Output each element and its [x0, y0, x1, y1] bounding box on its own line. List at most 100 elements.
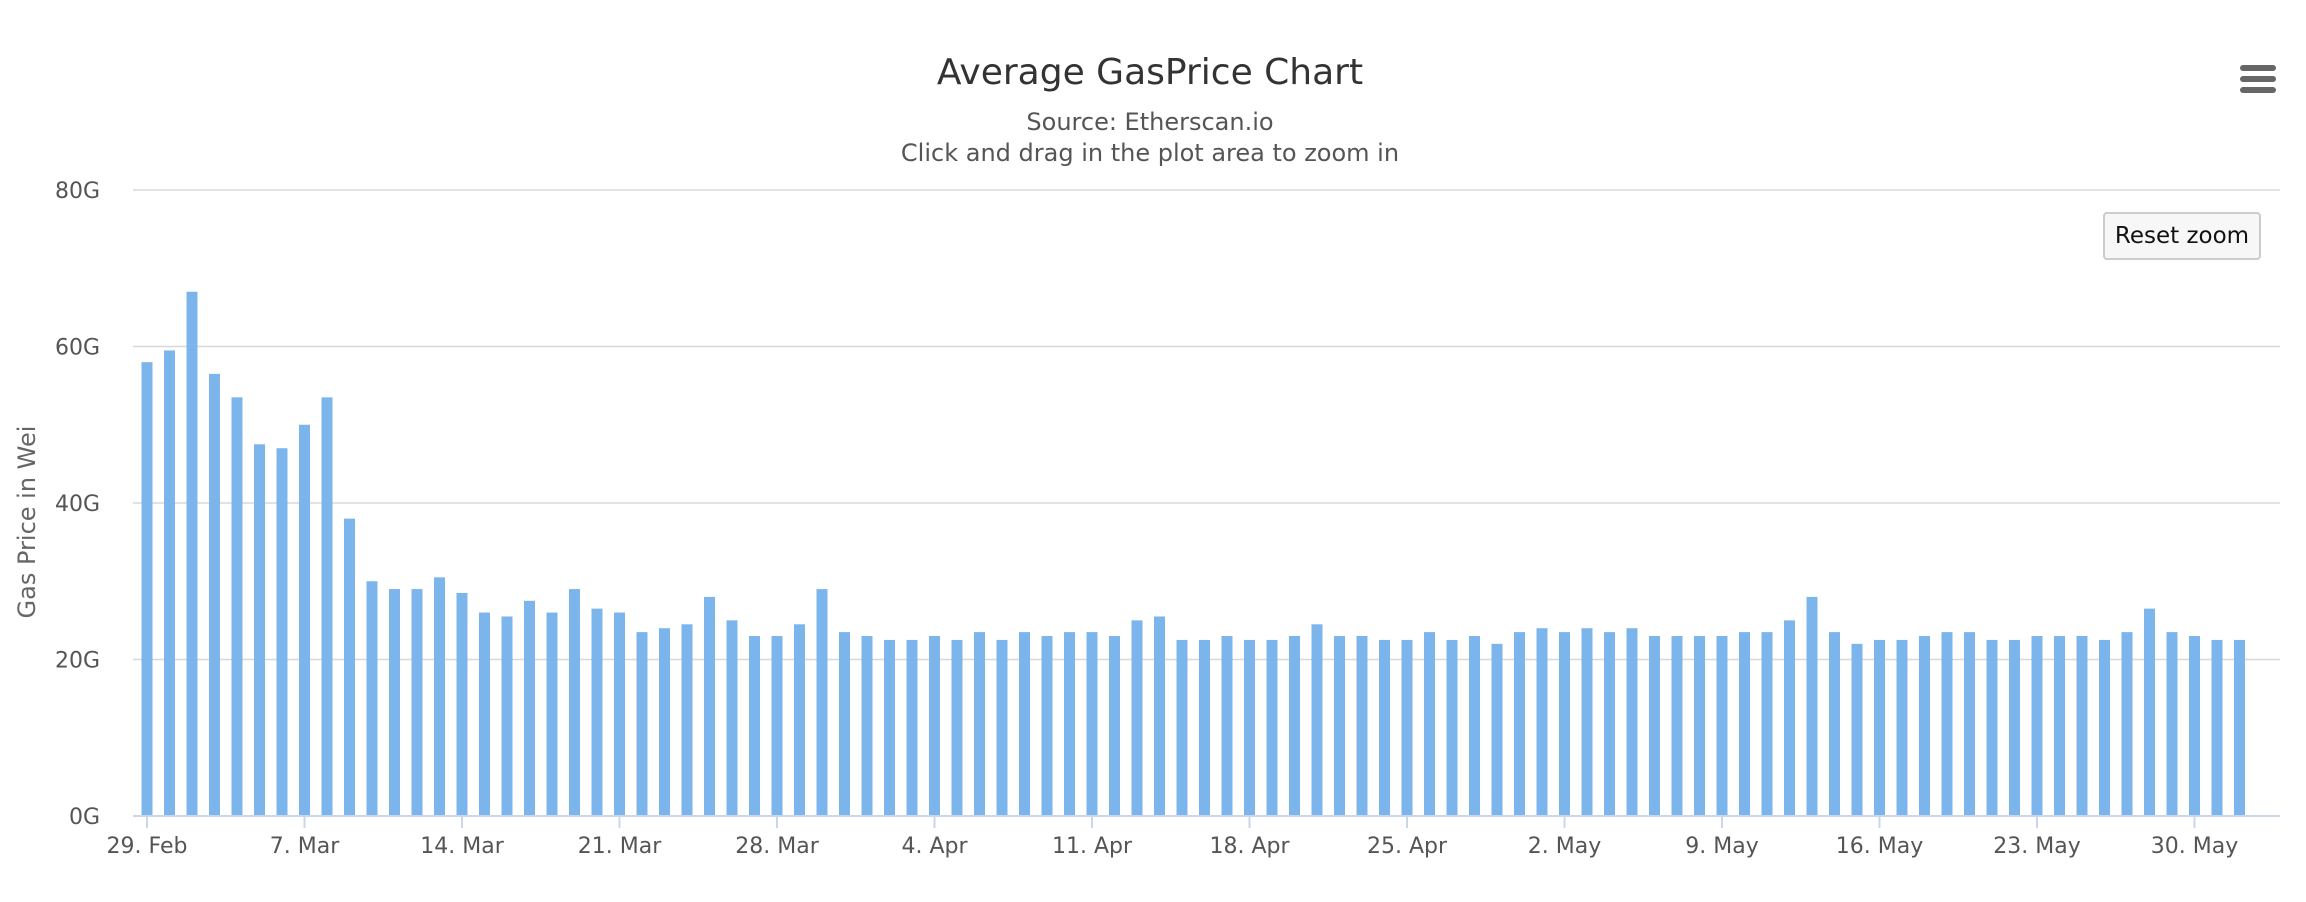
bar[interactable] — [1469, 636, 1480, 816]
bar[interactable] — [1334, 636, 1345, 816]
bar[interactable] — [1131, 620, 1143, 816]
bar[interactable] — [2031, 636, 2043, 816]
bar[interactable] — [1964, 632, 1975, 816]
bar[interactable] — [1761, 632, 1773, 816]
bar[interactable] — [299, 424, 310, 816]
bar[interactable] — [1874, 639, 1885, 816]
bar[interactable] — [1671, 636, 1683, 816]
bar[interactable] — [1604, 632, 1615, 816]
bar[interactable] — [704, 596, 715, 816]
bar[interactable] — [1581, 628, 1593, 816]
bar[interactable] — [749, 636, 760, 816]
bar[interactable] — [2054, 636, 2065, 816]
bar[interactable] — [1896, 639, 1908, 816]
bar[interactable] — [591, 608, 603, 816]
bar[interactable] — [1784, 620, 1795, 816]
bar[interactable] — [1941, 632, 1953, 816]
bar[interactable] — [1716, 636, 1728, 816]
hamburger-menu-icon[interactable] — [2236, 56, 2282, 100]
bar[interactable] — [1649, 636, 1660, 816]
bar[interactable] — [1199, 639, 1210, 816]
bar[interactable] — [1109, 636, 1120, 816]
bar[interactable] — [2166, 632, 2178, 816]
bar[interactable] — [1019, 632, 1030, 816]
bar[interactable] — [569, 589, 580, 816]
bar[interactable] — [1356, 636, 1368, 816]
bar[interactable] — [1244, 639, 1255, 816]
bar[interactable] — [726, 620, 738, 816]
bar[interactable] — [1739, 632, 1750, 816]
bar[interactable] — [794, 624, 805, 816]
bar[interactable] — [1919, 636, 1930, 816]
bar[interactable] — [321, 397, 333, 816]
bar[interactable] — [524, 600, 535, 816]
bar[interactable] — [1064, 632, 1075, 816]
bar[interactable] — [2121, 632, 2133, 816]
bar[interactable] — [1851, 643, 1863, 816]
bar[interactable] — [276, 448, 288, 816]
bar[interactable] — [1379, 639, 1390, 816]
bar[interactable] — [2211, 639, 2223, 816]
bar[interactable] — [479, 612, 490, 816]
bar[interactable] — [1536, 628, 1548, 816]
bar[interactable] — [141, 362, 153, 816]
reset-zoom-button[interactable]: Reset zoom — [2103, 212, 2261, 260]
x-tick-label: 28. Mar — [735, 834, 819, 859]
bar[interactable] — [209, 373, 220, 816]
bar[interactable] — [1289, 636, 1300, 816]
bar[interactable] — [2099, 639, 2110, 816]
bar[interactable] — [1086, 632, 1098, 816]
bar[interactable] — [366, 581, 378, 816]
bar[interactable] — [929, 636, 940, 816]
bar[interactable] — [231, 397, 243, 816]
bar[interactable] — [1176, 639, 1188, 816]
bar[interactable] — [2234, 639, 2245, 816]
bar[interactable] — [1266, 639, 1278, 816]
bar[interactable] — [1446, 639, 1458, 816]
bar[interactable] — [1514, 632, 1525, 816]
bar[interactable] — [2076, 636, 2088, 816]
bar[interactable] — [861, 636, 873, 816]
bar[interactable] — [614, 612, 625, 816]
bar[interactable] — [389, 589, 400, 816]
bar[interactable] — [2189, 636, 2200, 816]
bar[interactable] — [186, 291, 198, 817]
bar[interactable] — [2144, 608, 2155, 816]
bar[interactable] — [839, 632, 850, 816]
bar[interactable] — [884, 639, 895, 816]
bar[interactable] — [1311, 624, 1323, 816]
bar[interactable] — [1041, 636, 1053, 816]
bar[interactable] — [951, 639, 963, 816]
bar[interactable] — [254, 444, 265, 816]
bar[interactable] — [546, 612, 558, 816]
bar[interactable] — [1829, 632, 1840, 816]
bar-series[interactable] — [141, 291, 2246, 817]
bar[interactable] — [1154, 616, 1165, 816]
bar[interactable] — [501, 616, 513, 816]
bar[interactable] — [411, 589, 423, 816]
bar[interactable] — [906, 639, 918, 816]
bar[interactable] — [1694, 636, 1705, 816]
bar[interactable] — [1986, 639, 1998, 816]
x-tick-label: 9. May — [1685, 834, 1758, 859]
bar[interactable] — [344, 518, 355, 816]
bar[interactable] — [771, 636, 783, 816]
bar[interactable] — [1491, 643, 1503, 816]
bar[interactable] — [996, 639, 1008, 816]
bar[interactable] — [1221, 636, 1233, 816]
bar[interactable] — [1806, 596, 1818, 816]
bar[interactable] — [1626, 628, 1638, 816]
bar[interactable] — [164, 350, 175, 816]
bar[interactable] — [1424, 632, 1435, 816]
bar[interactable] — [456, 592, 468, 816]
bar[interactable] — [659, 628, 670, 816]
bar[interactable] — [816, 589, 828, 816]
bar[interactable] — [636, 632, 648, 816]
bar[interactable] — [2009, 639, 2020, 816]
bar[interactable] — [974, 632, 985, 816]
bar[interactable] — [434, 577, 445, 816]
bar[interactable] — [1559, 632, 1570, 816]
bar[interactable] — [681, 624, 693, 816]
bar[interactable] — [1401, 639, 1413, 816]
